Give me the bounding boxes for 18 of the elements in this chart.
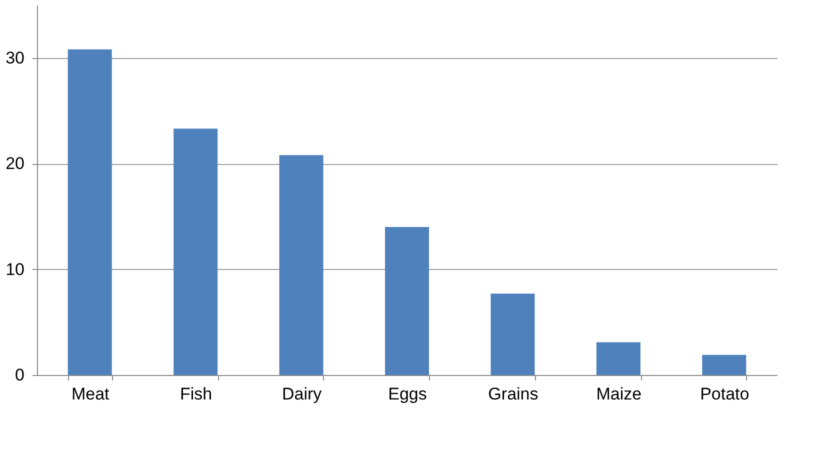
bar: [385, 227, 429, 375]
y-tick-label: 0: [15, 366, 24, 384]
x-tick-label: Dairy: [282, 384, 322, 404]
x-tick-label: Eggs: [388, 384, 427, 404]
bar: [68, 49, 112, 375]
x-tick-label: Grains: [488, 384, 538, 404]
x-tick-label: Maize: [596, 384, 642, 404]
x-tick-label: Fish: [180, 384, 212, 404]
x-tick-label: Meat: [71, 384, 110, 404]
bar: [279, 155, 324, 375]
bar: [490, 294, 535, 375]
bar: [702, 354, 746, 375]
y-tick-label: 30: [6, 48, 24, 68]
y-tick-label: 20: [6, 154, 24, 174]
y-tick-label: 10: [6, 260, 24, 279]
x-tick-label: Potato: [700, 384, 750, 404]
bar: [596, 342, 640, 375]
bar: [174, 128, 218, 375]
